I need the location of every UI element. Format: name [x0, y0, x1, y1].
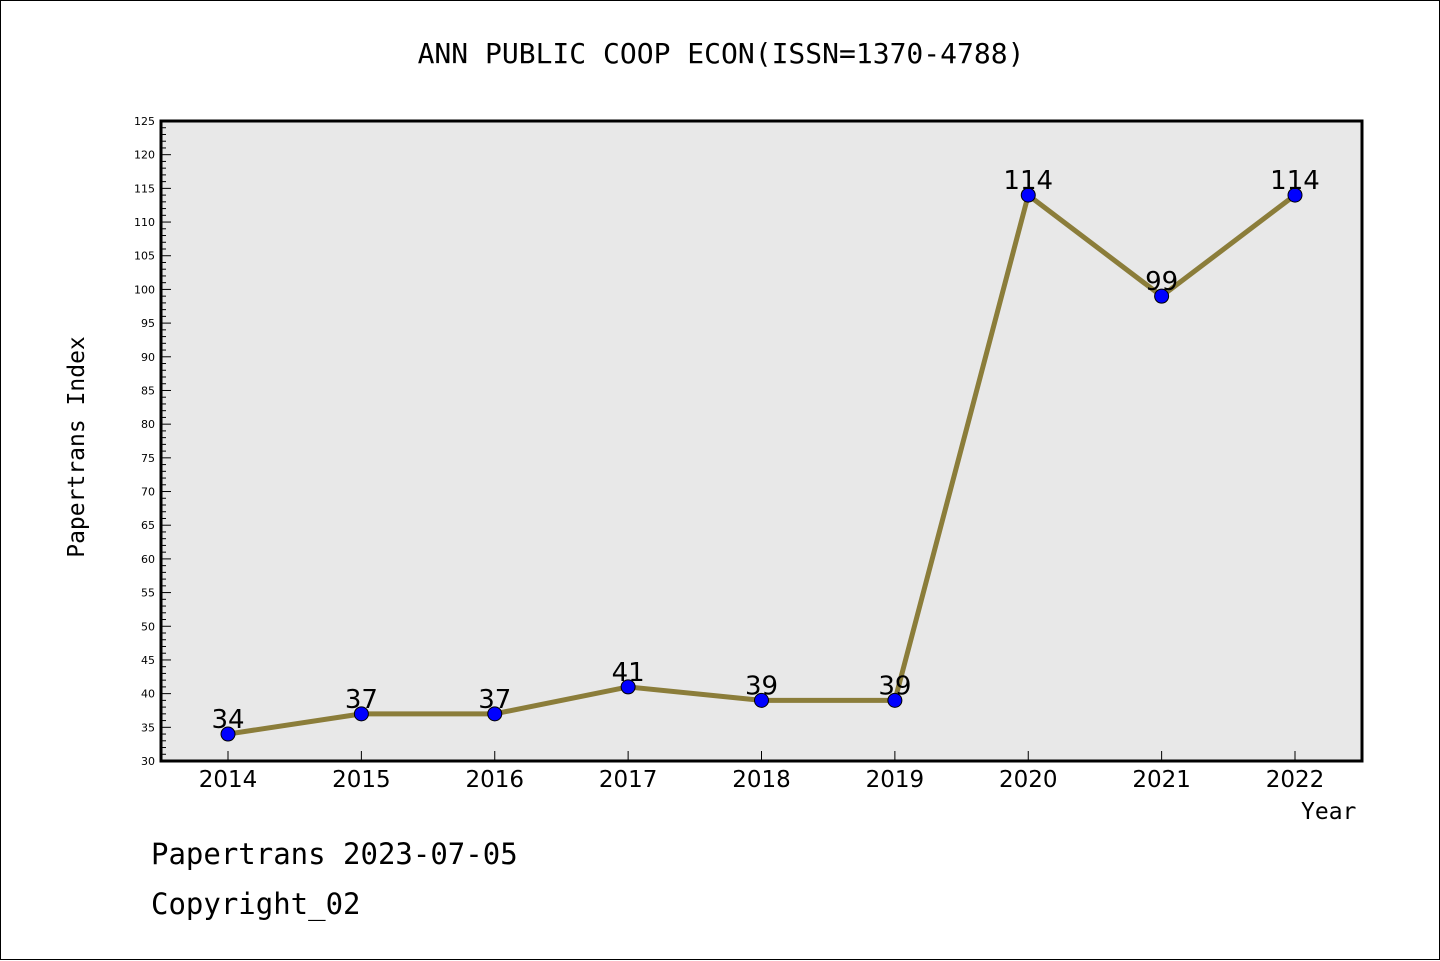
x-axis-label: Year: [1301, 799, 1357, 825]
x-tick-label: 2018: [732, 767, 791, 793]
data-label: 39: [878, 671, 911, 701]
data-point: [220, 726, 236, 742]
chart-title: ANN PUBLIC COOP ECON(ISSN=1370-4788): [417, 37, 1025, 70]
y-tick-label: 110: [134, 216, 155, 229]
y-tick-label: 60: [141, 553, 155, 566]
data-label: 34: [211, 705, 244, 735]
footer-copyright: Copyright_02: [151, 887, 361, 921]
x-tick-label: 2016: [465, 767, 524, 793]
data-label: 37: [345, 685, 378, 715]
data-point: [487, 706, 503, 722]
data-label: 39: [745, 671, 778, 701]
y-tick-label: 45: [141, 654, 155, 667]
plot-area: [161, 121, 1362, 761]
data-label: 114: [1003, 166, 1053, 196]
y-tick-label: 75: [141, 452, 155, 465]
x-tick-label: 2022: [1266, 767, 1325, 793]
data-label: 37: [478, 685, 511, 715]
footer-date: Papertrans 2023-07-05: [151, 837, 518, 871]
y-tick-label: 70: [141, 486, 155, 499]
x-tick-label: 2017: [599, 767, 658, 793]
y-tick-label: 95: [141, 317, 155, 330]
y-tick-label: 35: [141, 721, 155, 734]
y-tick-label: 90: [141, 351, 155, 364]
data-point: [353, 706, 369, 722]
x-tick-label: 2019: [866, 767, 925, 793]
data-point: [887, 692, 903, 708]
data-label: 99: [1145, 267, 1178, 297]
y-tick-label: 100: [134, 283, 155, 296]
x-tick-label: 2015: [332, 767, 391, 793]
y-tick-label: 125: [134, 115, 155, 128]
y-tick-label: 115: [134, 182, 155, 195]
x-tick-label: 2021: [1132, 767, 1191, 793]
data-point: [620, 679, 636, 695]
x-tick-label: 2014: [199, 767, 258, 793]
y-tick-label: 105: [134, 250, 155, 263]
y-tick-label: 30: [141, 755, 155, 768]
data-point: [1287, 187, 1303, 203]
plot-border: [159, 119, 1364, 763]
y-tick-label: 80: [141, 418, 155, 431]
y-tick-label: 120: [134, 149, 155, 162]
data-label: 41: [612, 658, 645, 688]
y-tick-label: 55: [141, 587, 155, 600]
x-tick-label: 2020: [999, 767, 1058, 793]
data-point: [754, 692, 769, 708]
data-point: [1020, 187, 1036, 203]
y-tick-label: 65: [141, 519, 155, 532]
y-tick-label: 85: [141, 384, 155, 397]
data-label: 114: [1270, 166, 1320, 196]
y-tick-label: 40: [141, 688, 155, 701]
y-tick-label: 50: [141, 620, 155, 633]
data-point: [1154, 288, 1170, 304]
